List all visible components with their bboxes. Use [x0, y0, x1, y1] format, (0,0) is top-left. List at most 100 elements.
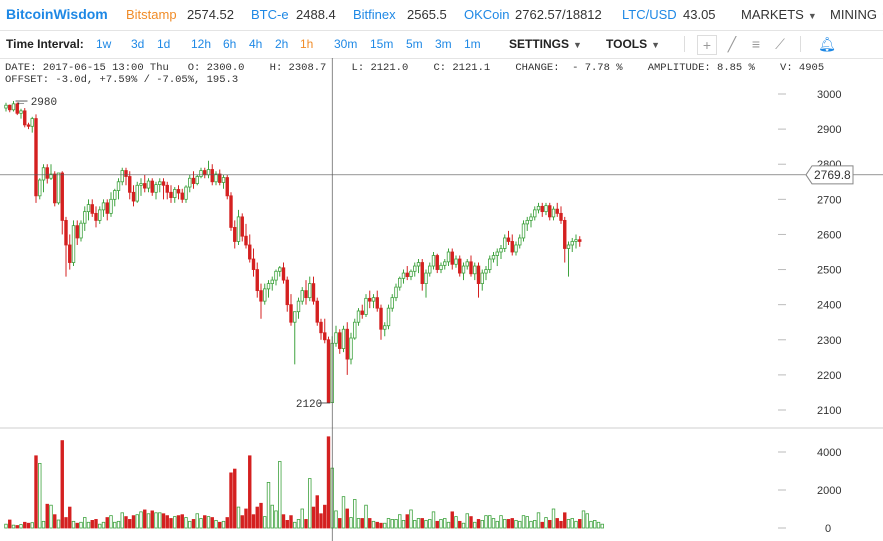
volume-bar: [188, 520, 192, 529]
mining-menu-label: MINING: [830, 7, 877, 22]
volume-bar: [461, 522, 466, 529]
candle-body: [180, 192, 184, 200]
mining-menu[interactable]: MINING ▼: [830, 7, 883, 22]
candle-body: [368, 297, 372, 302]
volume-bar: [596, 521, 601, 529]
candle-body: [364, 297, 368, 315]
interval-3d[interactable]: 3d: [131, 37, 145, 51]
price-tick-label: 2600: [817, 229, 841, 241]
candle-body: [323, 332, 327, 341]
candle-body: [525, 219, 529, 225]
volume-bar: [26, 522, 31, 529]
market-btce-name[interactable]: BTC-e: [251, 7, 289, 22]
interval-12h[interactable]: 12h: [191, 37, 212, 51]
interval-3m[interactable]: 3m: [435, 37, 452, 51]
candle-body: [154, 184, 158, 193]
crosshair-icon[interactable]: +: [697, 35, 717, 55]
volume-bar: [529, 520, 533, 529]
chevron-down-icon: ▼: [573, 40, 582, 50]
candle-body: [338, 332, 342, 349]
candle-body: [540, 205, 544, 213]
market-ltcusd-name[interactable]: LTC/USD: [622, 7, 677, 22]
candle-body: [120, 170, 124, 183]
candle-body: [169, 191, 173, 198]
volume-bar: [405, 514, 409, 529]
candle-body: [94, 212, 98, 221]
market-ltcusd-price: 43.05: [683, 7, 716, 22]
volume-bar: [124, 516, 128, 529]
candle-body: [416, 262, 421, 267]
interval-2h[interactable]: 2h: [275, 37, 289, 51]
candle-body: [349, 337, 353, 360]
candle-body: [360, 310, 364, 315]
candle-body: [544, 205, 548, 213]
volume-bar: [308, 478, 312, 529]
candle-body: [293, 311, 297, 323]
candle-body: [536, 205, 541, 211]
candle-body: [109, 198, 113, 214]
candle-body: [203, 170, 207, 176]
fib-lines-icon[interactable]: ≡: [751, 36, 761, 52]
volume-bar: [60, 440, 64, 529]
volume-bar: [458, 520, 462, 529]
volume-bar: [578, 519, 582, 529]
interval-1h[interactable]: 1h: [300, 37, 314, 51]
candle-body: [98, 209, 102, 221]
interval-1d[interactable]: 1d: [157, 37, 171, 51]
interval-6h[interactable]: 6h: [223, 37, 237, 51]
volume-bar: [506, 519, 511, 529]
candle-body: [476, 265, 481, 284]
candle-body: [210, 169, 214, 183]
volume-bar: [326, 436, 331, 529]
brand-logo[interactable]: BitcoinWisdom: [6, 6, 108, 22]
candle-body: [555, 208, 559, 214]
market-bitstamp-name[interactable]: Bitstamp: [126, 7, 177, 22]
volume-bar: [563, 512, 567, 529]
interval-1m[interactable]: 1m: [464, 37, 481, 51]
volume-bar: [285, 520, 289, 529]
interval-1w[interactable]: 1w: [96, 37, 112, 51]
volume-bar: [233, 468, 237, 529]
tools-menu[interactable]: TOOLS ▼: [606, 37, 660, 51]
volume-bar: [98, 523, 102, 529]
volume-bar: [480, 520, 484, 529]
market-okcoin-name[interactable]: OKCoin: [464, 7, 510, 22]
market-bitfinex-name[interactable]: Bitfinex: [353, 7, 396, 22]
volume-bar: [581, 510, 586, 529]
market-ticker-bar: BitcoinWisdom Bitstamp 2574.52 BTC-e 248…: [0, 0, 883, 31]
candle-body: [405, 272, 409, 277]
candle-body: [184, 186, 188, 200]
toolbar-divider: [684, 36, 685, 52]
interval-4h[interactable]: 4h: [249, 37, 263, 51]
toolbar-divider: [800, 36, 801, 52]
line-icon[interactable]: ╱: [727, 36, 737, 52]
volume-bar: [334, 510, 338, 529]
settings-menu[interactable]: SETTINGS ▼: [509, 37, 582, 51]
price-tick-label: 2500: [817, 265, 841, 277]
volume-bar: [416, 518, 421, 529]
bell-icon[interactable]: 🔔︎: [818, 36, 836, 52]
candle-body: [41, 167, 46, 181]
volume-bar: [154, 512, 158, 529]
candle-body: [188, 177, 192, 188]
volume-bar: [510, 518, 514, 529]
interval-5m[interactable]: 5m: [406, 37, 423, 51]
candle-body: [334, 332, 338, 344]
candle-body: [506, 237, 511, 242]
fan-icon[interactable]: ⟋: [775, 36, 785, 52]
offset-info-line: OFFSET: -3.0d, +7.59% / -7.05%, 195.3: [5, 74, 239, 86]
volume-bar: [90, 520, 94, 529]
volume-bar: [270, 504, 274, 529]
volume-bar: [15, 525, 19, 529]
candle-body: [128, 176, 132, 193]
volume-bar: [514, 520, 518, 529]
interval-30m[interactable]: 30m: [334, 37, 358, 51]
candle-body: [563, 219, 567, 249]
markets-menu[interactable]: MARKETS ▼: [741, 7, 817, 22]
volume-bar: [19, 524, 23, 529]
interval-15m[interactable]: 15m: [370, 37, 394, 51]
volume-bar: [488, 515, 492, 529]
candle-body: [465, 261, 469, 267]
candle-body: [11, 103, 16, 111]
